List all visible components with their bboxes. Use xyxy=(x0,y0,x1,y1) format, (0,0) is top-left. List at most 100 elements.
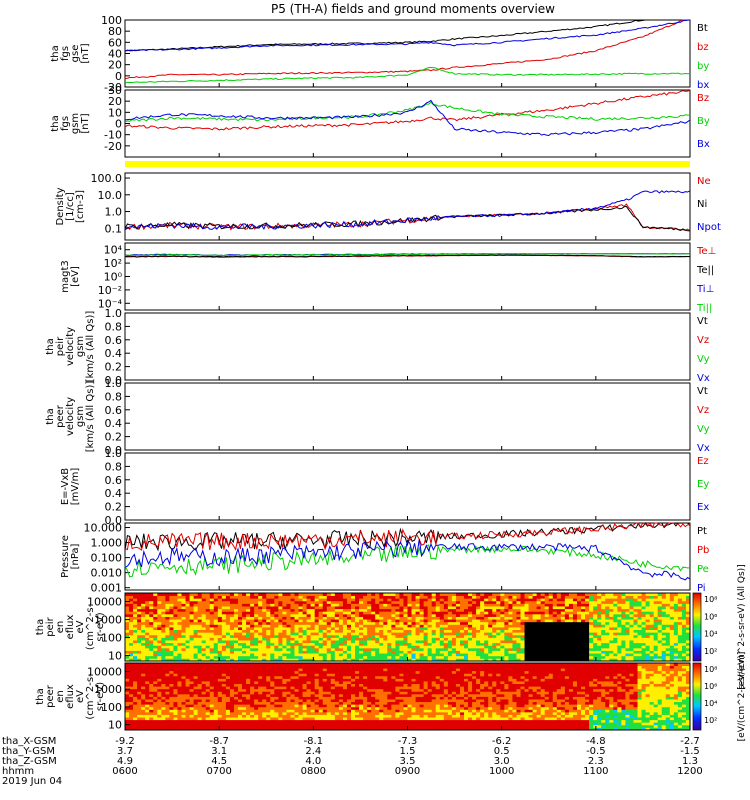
spectrogram-cell xyxy=(677,593,683,597)
spectrogram-cell xyxy=(552,637,558,641)
spectrogram-cell xyxy=(391,650,396,654)
spectrogram-cell xyxy=(169,658,174,662)
spectrogram-cell xyxy=(250,724,255,728)
spectrogram-cell xyxy=(286,688,291,692)
spectrogram-cell xyxy=(181,688,186,692)
spectrogram-cell xyxy=(403,645,408,649)
spectrogram-cell xyxy=(193,629,199,633)
spectrogram-cell xyxy=(233,706,239,710)
spectrogram-cell xyxy=(480,608,485,612)
spectrogram-cell xyxy=(302,611,308,615)
spectrogram-cell xyxy=(137,624,142,628)
spectrogram-cell xyxy=(225,613,231,617)
spectrogram-cell xyxy=(443,645,449,649)
spectrogram-cell xyxy=(605,608,610,612)
spectrogram-cell xyxy=(278,650,283,654)
spectrogram-cell xyxy=(443,658,449,662)
spectrogram-cell xyxy=(274,714,279,718)
spectrogram-cell xyxy=(225,642,231,646)
spectrogram-cell xyxy=(609,637,614,641)
spectrogram-cell xyxy=(217,699,223,703)
spectrogram-cell xyxy=(129,611,134,615)
spectrogram-cell xyxy=(322,634,328,638)
spectrogram-cell xyxy=(157,608,162,612)
spectrogram-cell xyxy=(577,640,582,644)
spectrogram-cell xyxy=(661,642,667,646)
spectrogram-cell xyxy=(508,593,513,597)
spectrogram-cell xyxy=(556,621,562,625)
spectrogram-cell xyxy=(238,722,243,726)
spectrogram-cell xyxy=(572,616,578,620)
spectrogram-cell xyxy=(165,593,170,597)
spectrogram-cell xyxy=(250,727,255,731)
spectrogram-cell xyxy=(217,691,223,695)
spectrogram-cell xyxy=(403,650,408,654)
spectrogram-cell xyxy=(496,655,501,659)
spectrogram-cell xyxy=(233,683,239,687)
spectrogram-cell xyxy=(552,595,558,599)
spectrogram-cell xyxy=(484,613,489,617)
spectrogram-cell xyxy=(282,714,287,718)
spectrogram-cell xyxy=(262,619,267,623)
spectrogram-cell xyxy=(379,627,384,631)
spectrogram-cell xyxy=(375,627,380,631)
spectrogram-cell xyxy=(677,608,683,612)
spectrogram-cell xyxy=(129,619,134,623)
y-tick-label: 100 xyxy=(101,14,122,27)
spectrogram-cell xyxy=(435,593,441,597)
spectrogram-cell xyxy=(536,629,542,633)
spectrogram-cell xyxy=(286,719,291,723)
spectrogram-cell xyxy=(229,665,235,669)
spectrogram-cell xyxy=(233,688,239,692)
spectrogram-cell xyxy=(145,714,150,718)
spectrogram-cell xyxy=(145,699,150,703)
spectrogram-cell xyxy=(581,611,586,615)
spectrogram-cell xyxy=(480,627,485,631)
spectrogram-cell xyxy=(189,647,195,651)
spectrogram-cell xyxy=(258,647,263,651)
spectrogram-cell xyxy=(125,663,130,666)
spectrogram-cell xyxy=(169,688,174,692)
spectrogram-cell xyxy=(665,640,671,644)
spectrogram-cell xyxy=(464,613,469,617)
spectrogram-cell xyxy=(544,650,550,654)
spectrogram-cell xyxy=(225,717,231,721)
spectrogram-cell xyxy=(225,691,231,695)
spectrogram-cell xyxy=(516,658,521,662)
spectrogram-cell xyxy=(492,655,497,659)
spectrogram-cell xyxy=(209,634,215,638)
spectrogram-cell xyxy=(278,655,283,659)
spectrogram-cell xyxy=(685,634,691,638)
spectrogram-cell xyxy=(613,640,618,644)
spectrogram-cell xyxy=(270,722,275,726)
spectrogram-cell xyxy=(173,647,178,651)
spectrogram-cell xyxy=(621,637,626,641)
spectrogram-cell xyxy=(633,613,638,617)
spectrogram-cell xyxy=(532,616,538,620)
spectrogram-cell xyxy=(213,699,219,703)
spectrogram-cell xyxy=(129,608,134,612)
spectrogram-cell xyxy=(540,611,546,615)
spectrogram-cell xyxy=(322,624,328,628)
spectrogram-cell xyxy=(355,632,360,636)
spectrogram-cell xyxy=(387,593,392,597)
spectrogram-cell xyxy=(201,595,207,599)
spectrogram-cell xyxy=(415,621,421,625)
spectrogram-cell xyxy=(435,619,441,623)
spectrogram-cell xyxy=(653,621,659,625)
spectrogram-cell xyxy=(209,621,215,625)
spectrogram-cell xyxy=(197,699,203,703)
spectrogram-cell xyxy=(262,608,267,612)
spectrogram-cell xyxy=(411,616,416,620)
spectrogram-cell xyxy=(464,593,469,597)
spectrogram-cell xyxy=(496,650,501,654)
spectrogram-cell xyxy=(209,658,215,662)
spectrogram-cell xyxy=(641,600,647,604)
spectrogram-cell xyxy=(621,621,626,625)
spectrogram-cell xyxy=(217,619,223,623)
spectrogram-cell xyxy=(355,624,360,628)
spectrogram-cell xyxy=(153,645,158,649)
spectrogram-cell xyxy=(233,701,239,705)
spectrogram-cell xyxy=(189,619,195,623)
spectrogram-cell xyxy=(266,681,271,685)
